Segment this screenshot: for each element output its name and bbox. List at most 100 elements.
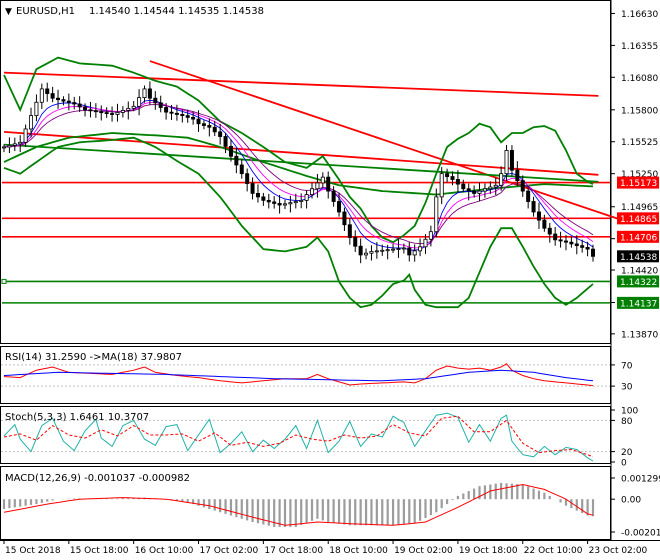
trend-line-1[interactable] bbox=[3, 130, 599, 176]
level-price-tag bbox=[617, 212, 659, 225]
candle-body bbox=[574, 243, 579, 247]
trend-line-2[interactable] bbox=[149, 60, 626, 223]
candle-body bbox=[147, 88, 152, 99]
level-price-label: 1.14322 bbox=[620, 278, 657, 288]
candle-body bbox=[337, 201, 342, 213]
symbol-title: EURUSD,H1 bbox=[16, 6, 75, 17]
ma-slow-line bbox=[3, 102, 594, 249]
candle-body bbox=[380, 249, 385, 252]
price-tick-label: 1.16080 bbox=[621, 74, 658, 84]
stoch-tick-label: 100 bbox=[621, 407, 638, 417]
candle-body bbox=[385, 249, 390, 252]
candle-body bbox=[591, 248, 596, 257]
rsi-title: RSI(14) 31.2590 ->MA(18) 37.9807 bbox=[5, 352, 182, 363]
candle-body bbox=[66, 100, 71, 103]
candle-body bbox=[104, 112, 109, 114]
candle-body bbox=[585, 246, 590, 250]
candle-body bbox=[288, 202, 293, 205]
rsi-tick-label: 30 bbox=[621, 383, 633, 393]
candle-body bbox=[558, 239, 563, 242]
candle-body bbox=[12, 143, 17, 146]
candle-body bbox=[261, 196, 266, 201]
trend-line-0[interactable] bbox=[3, 71, 599, 97]
candle-body bbox=[201, 123, 206, 126]
level-anchor-handle[interactable] bbox=[1, 278, 7, 284]
candle-body bbox=[282, 203, 287, 206]
price-tick-label: 1.15250 bbox=[621, 170, 658, 180]
macd-tick-label: 0.00 bbox=[621, 496, 641, 506]
candle-body bbox=[547, 227, 552, 235]
candle-body bbox=[569, 241, 574, 245]
candle-body bbox=[110, 113, 115, 115]
price-panel[interactable] bbox=[0, 0, 611, 344]
level-price-tag bbox=[617, 250, 659, 263]
candle-body bbox=[520, 180, 525, 192]
ohlc-values: 1.14540 1.14544 1.14535 1.14538 bbox=[89, 6, 264, 17]
candle-body bbox=[509, 150, 514, 171]
candle-body bbox=[310, 188, 315, 195]
candle-body bbox=[34, 101, 39, 117]
price-tick-label: 1.16355 bbox=[621, 42, 658, 52]
macd-panel[interactable] bbox=[0, 466, 611, 540]
candle-body bbox=[131, 105, 136, 109]
price-tick-label: 1.15800 bbox=[621, 106, 658, 116]
candle-body bbox=[228, 145, 233, 157]
candle-body bbox=[326, 176, 331, 192]
candle-body bbox=[461, 183, 466, 190]
macd-tick-label: -0.002011 bbox=[621, 529, 660, 539]
candle-body bbox=[72, 102, 77, 105]
candle-body bbox=[434, 196, 439, 233]
ma-mid-line bbox=[3, 104, 594, 245]
candle-body bbox=[391, 248, 396, 251]
price-tick-label: 1.13870 bbox=[621, 330, 658, 340]
symbol-dropdown-icon[interactable]: ▼ bbox=[5, 7, 12, 17]
time-tick-label: 15 Oct 2018 bbox=[5, 546, 61, 556]
candle-body bbox=[466, 188, 471, 192]
time-tick-label: 22 Oct 10:00 bbox=[524, 546, 583, 556]
rsi-panel[interactable] bbox=[0, 346, 611, 404]
time-tick-label: 23 Oct 02:00 bbox=[589, 546, 648, 556]
candle-body bbox=[196, 118, 201, 125]
candle-body bbox=[407, 247, 412, 256]
candle-body bbox=[93, 110, 98, 113]
candle-body bbox=[423, 238, 428, 248]
price-tick-label: 1.14965 bbox=[621, 203, 658, 213]
stoch-signal-line bbox=[3, 415, 594, 458]
candle-body bbox=[488, 186, 493, 190]
candle-body bbox=[504, 150, 509, 175]
candle-body bbox=[120, 109, 125, 113]
candle-body bbox=[77, 103, 82, 108]
candle-body bbox=[191, 116, 196, 120]
candle-body bbox=[169, 111, 174, 114]
candle-body bbox=[493, 184, 498, 188]
level-price-label: 1.14137 bbox=[620, 299, 657, 309]
candle-body bbox=[531, 201, 536, 213]
candle-body bbox=[412, 250, 417, 256]
stoch-tick-label: 80 bbox=[621, 417, 633, 427]
stoch-panel[interactable] bbox=[0, 406, 611, 464]
candle-body bbox=[207, 125, 212, 128]
candle-body bbox=[218, 131, 223, 137]
candle-body bbox=[477, 190, 482, 194]
rsi-tick-label: 70 bbox=[621, 361, 633, 371]
candle-body bbox=[88, 109, 93, 112]
candle-body bbox=[126, 107, 131, 111]
level-price-tag bbox=[617, 296, 659, 309]
price-tick-label: 1.14420 bbox=[621, 267, 658, 277]
candle-body bbox=[153, 97, 158, 104]
macd-title: MACD(12,26,9) -0.001037 -0.000982 bbox=[5, 473, 190, 484]
candle-body bbox=[472, 190, 477, 194]
candle-body bbox=[401, 247, 406, 250]
candle-body bbox=[56, 97, 61, 101]
candle-body bbox=[455, 179, 460, 185]
time-tick-label: 18 Oct 10:00 bbox=[329, 546, 388, 556]
candle-body bbox=[428, 231, 433, 240]
candle-body bbox=[580, 245, 585, 248]
candle-body bbox=[304, 194, 309, 201]
macd-signal-line bbox=[3, 483, 594, 526]
macd-tick-label: 0.001299 bbox=[621, 475, 660, 485]
level-price-label: 1.15173 bbox=[620, 179, 657, 189]
candle-body bbox=[563, 240, 568, 243]
candle-body bbox=[180, 114, 185, 117]
